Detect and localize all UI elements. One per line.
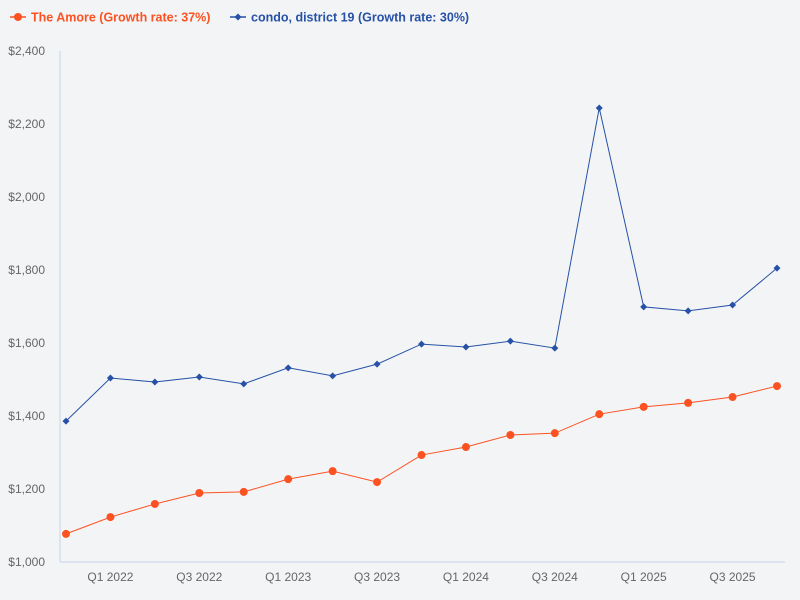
data-point[interactable]	[550, 429, 559, 438]
data-point[interactable]	[551, 344, 559, 352]
data-point[interactable]	[240, 380, 248, 388]
data-point[interactable]	[595, 410, 604, 419]
y-tick-label: $1,600	[8, 336, 45, 350]
data-point[interactable]	[684, 307, 692, 315]
data-point[interactable]	[106, 374, 114, 382]
data-point[interactable]	[506, 430, 515, 439]
x-tick-label: Q1 2023	[265, 570, 311, 584]
y-tick-label: $1,800	[8, 263, 45, 277]
data-point[interactable]	[329, 372, 337, 380]
y-tick-label: $1,400	[8, 409, 45, 423]
legend-item-0[interactable]: The Amore (Growth rate: 37%)	[10, 11, 210, 25]
data-point[interactable]	[417, 451, 426, 460]
data-point[interactable]	[62, 529, 70, 538]
y-tick-label: $1,200	[8, 482, 45, 496]
data-point[interactable]	[640, 303, 648, 311]
data-point[interactable]	[328, 467, 337, 476]
series-line	[65, 107, 778, 422]
legend-item-1[interactable]: condo, district 19 (Growth rate: 30%)	[230, 11, 469, 25]
data-point[interactable]	[684, 398, 693, 407]
data-point[interactable]	[506, 337, 514, 345]
series-group	[62, 104, 781, 538]
data-point[interactable]	[728, 393, 737, 402]
x-tick-label: Q1 2025	[621, 570, 667, 584]
y-tick-label: $2,200	[8, 117, 45, 131]
data-point[interactable]	[284, 475, 293, 484]
series-0	[62, 382, 781, 538]
data-point[interactable]	[462, 343, 470, 351]
y-axis: $1,000 $1,200 $1,400 $1,600 $1,800 $2,000 $2,2…	[8, 44, 61, 569]
data-point[interactable]	[195, 373, 203, 381]
data-point[interactable]	[151, 378, 159, 386]
data-point[interactable]	[106, 513, 115, 522]
x-tick-label: Q3 2022	[176, 570, 222, 584]
data-point[interactable]	[418, 340, 425, 348]
x-tick-label: Q3 2024	[532, 570, 578, 584]
legend-marker-circle-icon	[14, 13, 22, 21]
x-tick-label: Q1 2022	[87, 570, 133, 584]
data-point[interactable]	[773, 382, 781, 391]
x-axis: Q1 2022 Q3 2022 Q1 2023 Q3 2023 Q1 2024 Q3 20…	[60, 561, 785, 584]
series-line	[65, 385, 778, 535]
data-point[interactable]	[373, 360, 381, 368]
legend-label: The Amore (Growth rate: 37%)	[31, 11, 210, 25]
y-tick-label: $2,000	[8, 190, 45, 204]
data-point[interactable]	[729, 301, 737, 309]
y-tick-label: $2,400	[8, 44, 45, 58]
y-tick-label: $1,000	[8, 555, 45, 569]
x-tick-label: Q1 2024	[443, 570, 489, 584]
data-point[interactable]	[595, 104, 603, 112]
x-tick-label: Q3 2023	[354, 570, 400, 584]
data-point[interactable]	[284, 364, 292, 372]
legend-label: condo, district 19 (Growth rate: 30%)	[251, 11, 469, 25]
data-point[interactable]	[62, 417, 70, 425]
legend: The Amore (Growth rate: 37%) condo, distr…	[10, 11, 469, 25]
data-point[interactable]	[461, 443, 470, 452]
x-tick-label: Q3 2025	[710, 570, 756, 584]
data-point[interactable]	[773, 264, 781, 272]
data-point[interactable]	[195, 489, 204, 498]
data-point[interactable]	[373, 478, 382, 487]
data-point[interactable]	[639, 402, 648, 411]
data-point[interactable]	[239, 487, 248, 496]
legend-marker-diamond-icon	[234, 13, 242, 21]
data-point[interactable]	[150, 499, 159, 508]
series-1	[62, 104, 781, 425]
